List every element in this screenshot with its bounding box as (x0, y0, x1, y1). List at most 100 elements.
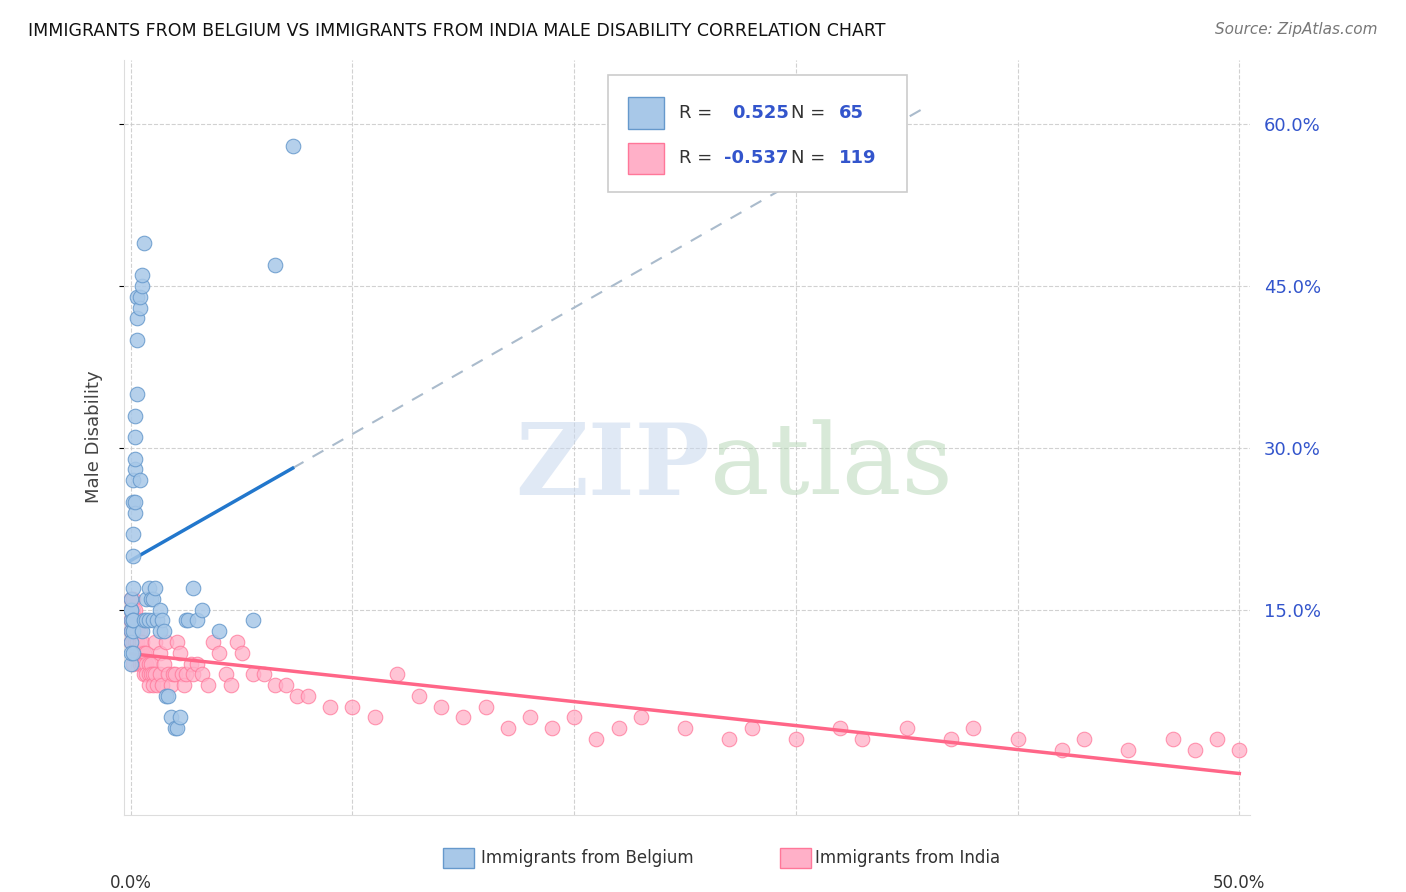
Y-axis label: Male Disability: Male Disability (86, 371, 103, 503)
Point (208, 624, 231, 639)
Point (120, 602, 142, 616)
Point (132, 235, 155, 250)
Point (124, 624, 146, 639)
Point (131, 646, 153, 660)
Point (174, 667, 197, 681)
Point (430, 699, 453, 714)
Point (120, 614, 142, 628)
Point (741, 721, 763, 735)
Point (562, 710, 585, 724)
Point (132, 614, 155, 628)
Point (157, 667, 180, 681)
Point (363, 710, 385, 724)
Point (153, 624, 176, 639)
Text: ZIP: ZIP (515, 418, 710, 516)
Point (122, 602, 145, 616)
Point (139, 591, 162, 606)
Point (122, 624, 145, 639)
Point (124, 614, 146, 628)
Point (285, 689, 308, 703)
Point (135, 646, 157, 660)
Point (131, 279, 153, 293)
Point (120, 614, 142, 628)
Point (157, 689, 180, 703)
Point (122, 614, 145, 628)
Point (138, 581, 160, 595)
Point (169, 646, 191, 660)
Point (215, 667, 238, 681)
FancyBboxPatch shape (609, 75, 907, 192)
Point (122, 495, 145, 509)
Point (131, 657, 153, 671)
Point (186, 657, 208, 671)
Point (122, 614, 145, 628)
Point (155, 689, 177, 703)
Point (962, 721, 984, 735)
Point (155, 635, 177, 649)
Point (127, 614, 149, 628)
Point (201, 635, 224, 649)
Text: R =: R = (679, 104, 718, 122)
Point (138, 667, 160, 681)
Point (169, 710, 191, 724)
Point (264, 678, 287, 692)
Point (120, 591, 142, 606)
Point (124, 451, 146, 466)
Point (585, 732, 607, 747)
Point (474, 699, 496, 714)
Text: -0.537: -0.537 (724, 150, 789, 168)
Point (122, 614, 145, 628)
Point (143, 635, 166, 649)
Text: 50.0%: 50.0% (1213, 874, 1265, 892)
Point (830, 128, 852, 142)
Point (122, 635, 145, 649)
Point (851, 732, 873, 747)
Point (718, 732, 741, 747)
Point (186, 614, 208, 628)
Point (120, 591, 142, 606)
Point (149, 602, 172, 616)
Text: N =: N = (790, 104, 831, 122)
Point (1050, 743, 1073, 757)
Point (162, 667, 184, 681)
Point (124, 635, 146, 649)
Point (122, 581, 145, 595)
Point (1073, 732, 1095, 747)
Point (128, 473, 150, 487)
Point (127, 624, 149, 639)
Point (127, 387, 149, 401)
Text: 65: 65 (839, 104, 865, 122)
Point (166, 635, 188, 649)
Point (226, 635, 249, 649)
Point (142, 591, 165, 606)
Point (173, 678, 195, 692)
Point (159, 710, 181, 724)
Point (242, 667, 264, 681)
Point (124, 409, 146, 423)
Point (127, 646, 149, 660)
Point (139, 667, 162, 681)
Point (146, 614, 169, 628)
Point (120, 657, 142, 671)
Point (1206, 732, 1229, 747)
Point (138, 678, 160, 692)
Point (122, 527, 145, 541)
Point (607, 721, 630, 735)
Text: Immigrants from Belgium: Immigrants from Belgium (481, 849, 693, 867)
Point (785, 732, 807, 747)
Point (170, 667, 193, 681)
Point (264, 258, 287, 272)
Point (1118, 743, 1140, 757)
Point (149, 667, 172, 681)
Point (132, 646, 155, 660)
Point (128, 635, 150, 649)
Point (120, 624, 142, 639)
Text: 0.525: 0.525 (733, 104, 789, 122)
Point (166, 721, 188, 735)
Point (242, 614, 264, 628)
Point (122, 473, 145, 487)
Point (190, 602, 212, 616)
Point (190, 667, 212, 681)
Point (673, 721, 696, 735)
Point (181, 581, 204, 595)
